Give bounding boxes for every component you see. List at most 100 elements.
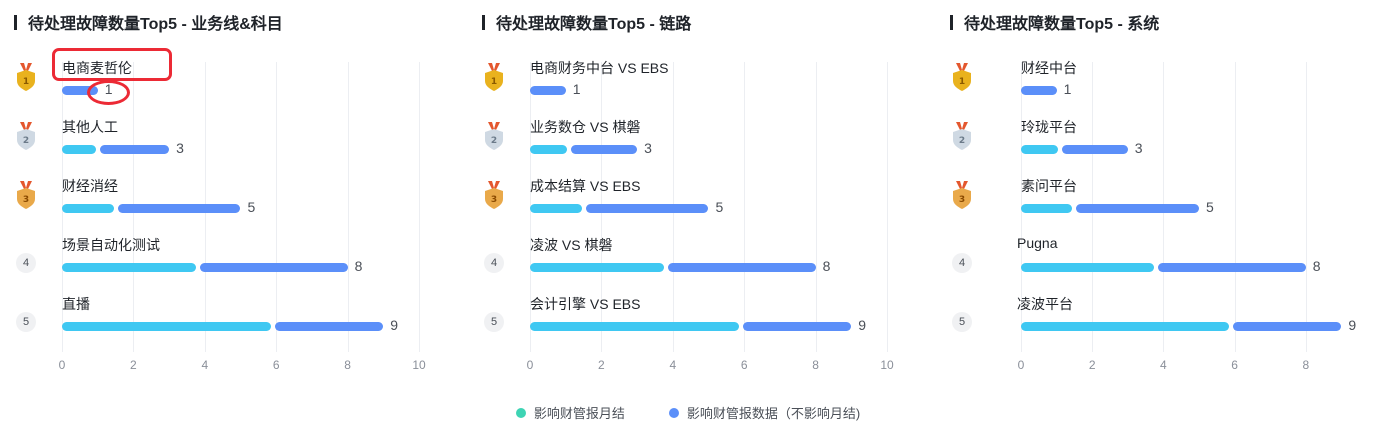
category-label: 财经中台 bbox=[1021, 58, 1077, 78]
category-label: 凌波 VS 棋磐 bbox=[530, 235, 612, 255]
rank-number-badge: 5 bbox=[952, 312, 972, 332]
bar-data-only[interactable] bbox=[571, 145, 637, 154]
bar-data-only[interactable] bbox=[668, 263, 816, 272]
svg-text:3: 3 bbox=[959, 195, 965, 205]
legend-item-data-only[interactable]: 影响财管报数据（不影响月结) bbox=[669, 403, 860, 422]
svg-text:1: 1 bbox=[959, 77, 965, 87]
rank-number-badge: 4 bbox=[16, 253, 36, 273]
bar-total-label: 9 bbox=[390, 317, 398, 333]
category-label: 玲珑平台 bbox=[1021, 117, 1077, 137]
bar-data-only[interactable] bbox=[275, 322, 384, 331]
rank-number-badge: 5 bbox=[484, 312, 504, 332]
category-label: 业务数仓 VS 棋磐 bbox=[530, 117, 640, 137]
bar-data-only[interactable] bbox=[586, 204, 709, 213]
highlight-annotation-ellipse bbox=[87, 80, 130, 105]
grid-line bbox=[744, 62, 745, 352]
bar-total-label: 8 bbox=[355, 258, 363, 274]
category-label: 直播 bbox=[62, 294, 90, 314]
bar-month-end[interactable] bbox=[1021, 145, 1058, 154]
bar-month-end[interactable] bbox=[1021, 263, 1154, 272]
x-tick-label: 0 bbox=[59, 358, 66, 372]
chart-panel-1: 待处理故障数量Top5 - 业务线&科目 0 2 4 6 8 10 1 电商麦哲伦 1 2 其他人工 3… bbox=[14, 0, 454, 390]
bar-total-label: 8 bbox=[1313, 258, 1321, 274]
grid-line bbox=[887, 62, 888, 352]
panel-title: 待处理故障数量Top5 - 系统 bbox=[950, 12, 1159, 32]
bar-total-label: 5 bbox=[1206, 199, 1214, 215]
bar-total-label: 3 bbox=[644, 140, 652, 156]
category-label: 财经消经 bbox=[62, 176, 118, 196]
x-tick-label: 6 bbox=[741, 358, 748, 372]
bar-total-label: 8 bbox=[823, 258, 831, 274]
x-tick-label: 8 bbox=[344, 358, 351, 372]
panel-title-text: 待处理故障数量Top5 - 系统 bbox=[964, 10, 1159, 34]
bar-month-end[interactable] bbox=[1021, 204, 1072, 213]
bar-total-label: 5 bbox=[248, 199, 256, 215]
bar-month-end[interactable] bbox=[62, 145, 96, 154]
bar-data-only[interactable] bbox=[530, 86, 566, 95]
svg-text:1: 1 bbox=[491, 77, 497, 87]
bar-total-label: 1 bbox=[573, 81, 581, 97]
bar-data-only[interactable] bbox=[1233, 322, 1341, 331]
rank-medal-icon: 2 bbox=[482, 121, 506, 151]
title-accent-bar bbox=[482, 15, 485, 30]
bar-data-only[interactable] bbox=[118, 204, 241, 213]
legend-item-month-end[interactable]: 影响财管报月结 bbox=[516, 403, 625, 422]
category-label: 成本结算 VS EBS bbox=[530, 176, 640, 196]
legend-label-month-end: 影响财管报月结 bbox=[534, 403, 625, 422]
legend-dot-data-only bbox=[669, 408, 679, 418]
bar-total-label: 5 bbox=[716, 199, 724, 215]
x-tick-label: 10 bbox=[880, 358, 893, 372]
svg-text:2: 2 bbox=[491, 136, 497, 146]
bar-month-end[interactable] bbox=[530, 322, 739, 331]
category-label: Pugna bbox=[1017, 235, 1057, 251]
x-tick-label: 4 bbox=[669, 358, 676, 372]
chart-legend: 影响财管报月结 影响财管报数据（不影响月结) bbox=[0, 403, 1376, 422]
bar-data-only[interactable] bbox=[1158, 263, 1306, 272]
x-tick-label: 0 bbox=[1018, 358, 1025, 372]
bar-data-only[interactable] bbox=[1021, 86, 1057, 95]
bar-month-end[interactable] bbox=[62, 263, 196, 272]
rank-medal-icon: 3 bbox=[950, 180, 974, 210]
x-tick-label: 0 bbox=[527, 358, 534, 372]
category-label: 素问平台 bbox=[1021, 176, 1077, 196]
bar-data-only[interactable] bbox=[200, 263, 348, 272]
x-tick-label: 10 bbox=[412, 358, 425, 372]
rank-medal-icon: 2 bbox=[14, 121, 38, 151]
bar-data-only[interactable] bbox=[100, 145, 169, 154]
bar-month-end[interactable] bbox=[530, 145, 567, 154]
rank-medal-icon: 2 bbox=[950, 121, 974, 151]
x-tick-label: 8 bbox=[812, 358, 819, 372]
bar-data-only[interactable] bbox=[1076, 204, 1199, 213]
rank-number-badge: 4 bbox=[952, 253, 972, 273]
bar-month-end[interactable] bbox=[62, 322, 271, 331]
bar-month-end[interactable] bbox=[530, 204, 582, 213]
svg-text:2: 2 bbox=[23, 136, 29, 146]
bar-total-label: 1 bbox=[1064, 81, 1072, 97]
bar-month-end[interactable] bbox=[1021, 322, 1229, 331]
bar-total-label: 9 bbox=[858, 317, 866, 333]
x-tick-label: 8 bbox=[1302, 358, 1309, 372]
category-label: 其他人工 bbox=[62, 117, 118, 137]
bar-month-end[interactable] bbox=[530, 263, 664, 272]
x-tick-label: 2 bbox=[1089, 358, 1096, 372]
chart-panel-2: 待处理故障数量Top5 - 链路 0 2 4 6 8 10 1 电商财务中台 VS EBS 1 2 业… bbox=[482, 0, 922, 390]
grid-line bbox=[419, 62, 420, 352]
panel-title: 待处理故障数量Top5 - 链路 bbox=[482, 12, 691, 32]
bar-data-only[interactable] bbox=[1062, 145, 1128, 154]
rank-number-badge: 4 bbox=[484, 253, 504, 273]
x-tick-label: 2 bbox=[598, 358, 605, 372]
grid-line bbox=[1235, 62, 1236, 352]
highlight-annotation-box bbox=[52, 48, 172, 81]
rank-medal-icon: 3 bbox=[482, 180, 506, 210]
x-tick-label: 6 bbox=[1231, 358, 1238, 372]
bar-month-end[interactable] bbox=[62, 204, 114, 213]
rank-medal-icon: 1 bbox=[14, 62, 38, 92]
panel-title-text: 待处理故障数量Top5 - 业务线&科目 bbox=[28, 10, 283, 34]
x-tick-label: 2 bbox=[130, 358, 137, 372]
panel-title-text: 待处理故障数量Top5 - 链路 bbox=[496, 10, 691, 34]
title-accent-bar bbox=[14, 15, 17, 30]
bar-data-only[interactable] bbox=[743, 322, 852, 331]
grid-line bbox=[816, 62, 817, 352]
rank-number-badge: 5 bbox=[16, 312, 36, 332]
svg-text:3: 3 bbox=[491, 195, 497, 205]
